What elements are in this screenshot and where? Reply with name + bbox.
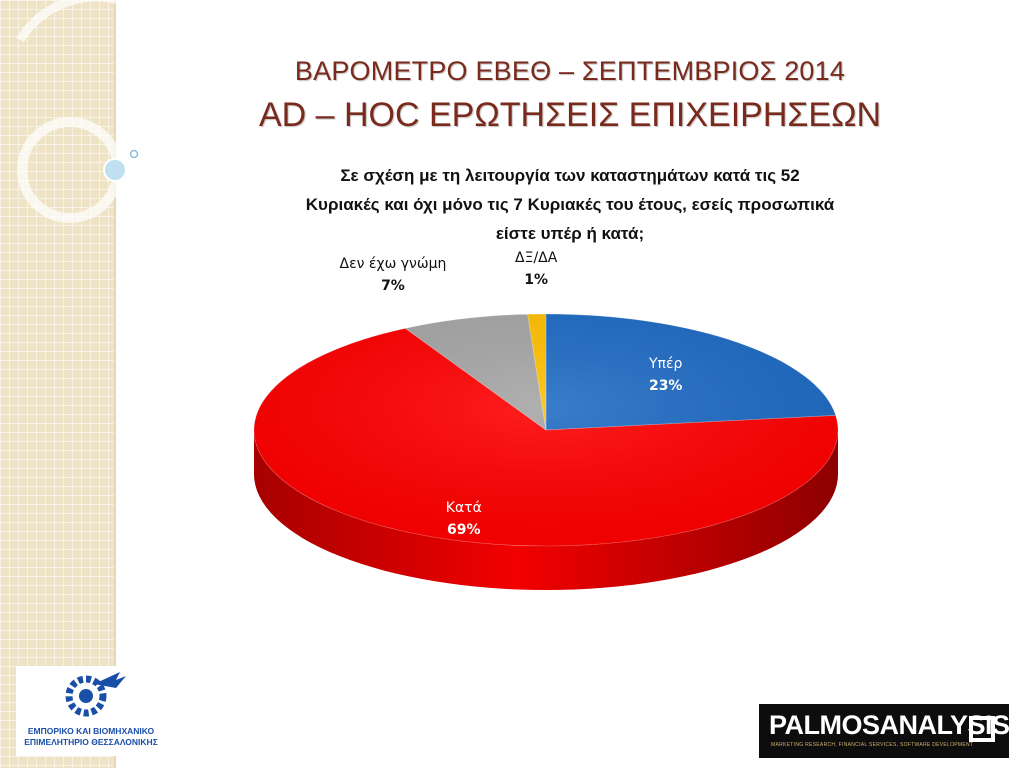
question-line-1: Σε σχέση με τη λειτουργία των καταστημάτ…: [340, 166, 800, 185]
chamber-emblem-icon: [65, 672, 126, 717]
chamber-logo-line-1: ΕΜΠΟΡΙΚΟ ΚΑΙ ΒΙΟΜΗΧΑΝΙΚΟ: [27, 726, 155, 736]
pie-value-label-2: 7%: [381, 278, 405, 294]
chamber-logo-line-2: ΕΠΙΜΕΛΗΤΗΡΙΟ ΘΕΣΣΑΛΟΝΙΚΗΣ: [24, 737, 158, 747]
pie-label-3: ΔΞ/ΔΑ: [515, 250, 558, 266]
palmos-logo-square-icon: [969, 716, 995, 742]
question-line-3: είστε υπέρ ή κατά;: [495, 224, 645, 243]
pie-label-0: Υπέρ: [648, 356, 683, 372]
chamber-logo: ΕΜΠΟΡΙΚΟ ΚΑΙ ΒΙΟΜΗΧΑΝΙΚΟ ΕΠΙΜΕΛΗΤΗΡΙΟ ΘΕ…: [16, 666, 166, 756]
pie-value-label-3: 1%: [524, 272, 548, 288]
chamber-logo-text: ΕΜΠΟΡΙΚΟ ΚΑΙ ΒΙΟΜΗΧΑΝΙΚΟ ΕΠΙΜΕΛΗΤΗΡΙΟ ΘΕ…: [16, 726, 166, 748]
pie-label-2: Δεν έχω γνώμη: [340, 256, 447, 272]
sidebar-divider: [114, 0, 116, 768]
pie-side-shade-1: [254, 430, 838, 590]
page-subtitle: AD – HOC ΕΡΩΤΗΣΕΙΣ ΕΠΙΧΕΙΡΗΣΕΩΝ: [258, 96, 882, 134]
survey-question: Σε σχέση με τη λειτουργία των καταστημάτ…: [200, 161, 940, 248]
pie-value-label-1: 69%: [447, 522, 481, 538]
palmos-logo-subtext: MARKETING RESEARCH, FINANCIAL SERVICES, …: [771, 742, 974, 748]
pie-label-1: Κατά: [446, 500, 482, 516]
page-title: ΒΑΡΟΜΕΤΡΟ ΕΒΕΘ – ΣΕΠΤΕΜΒΡΙΟΣ 2014: [294, 56, 846, 86]
question-line-2: Κυριακές και όχι μόνο τις 7 Κυριακές του…: [305, 195, 835, 214]
palmos-analysis-logo: PALMOSANALYSIS MARKETING RESEARCH, FINAN…: [759, 704, 1010, 758]
pie-top-shine: [254, 314, 838, 546]
pie-value-label-0: 23%: [649, 378, 683, 394]
